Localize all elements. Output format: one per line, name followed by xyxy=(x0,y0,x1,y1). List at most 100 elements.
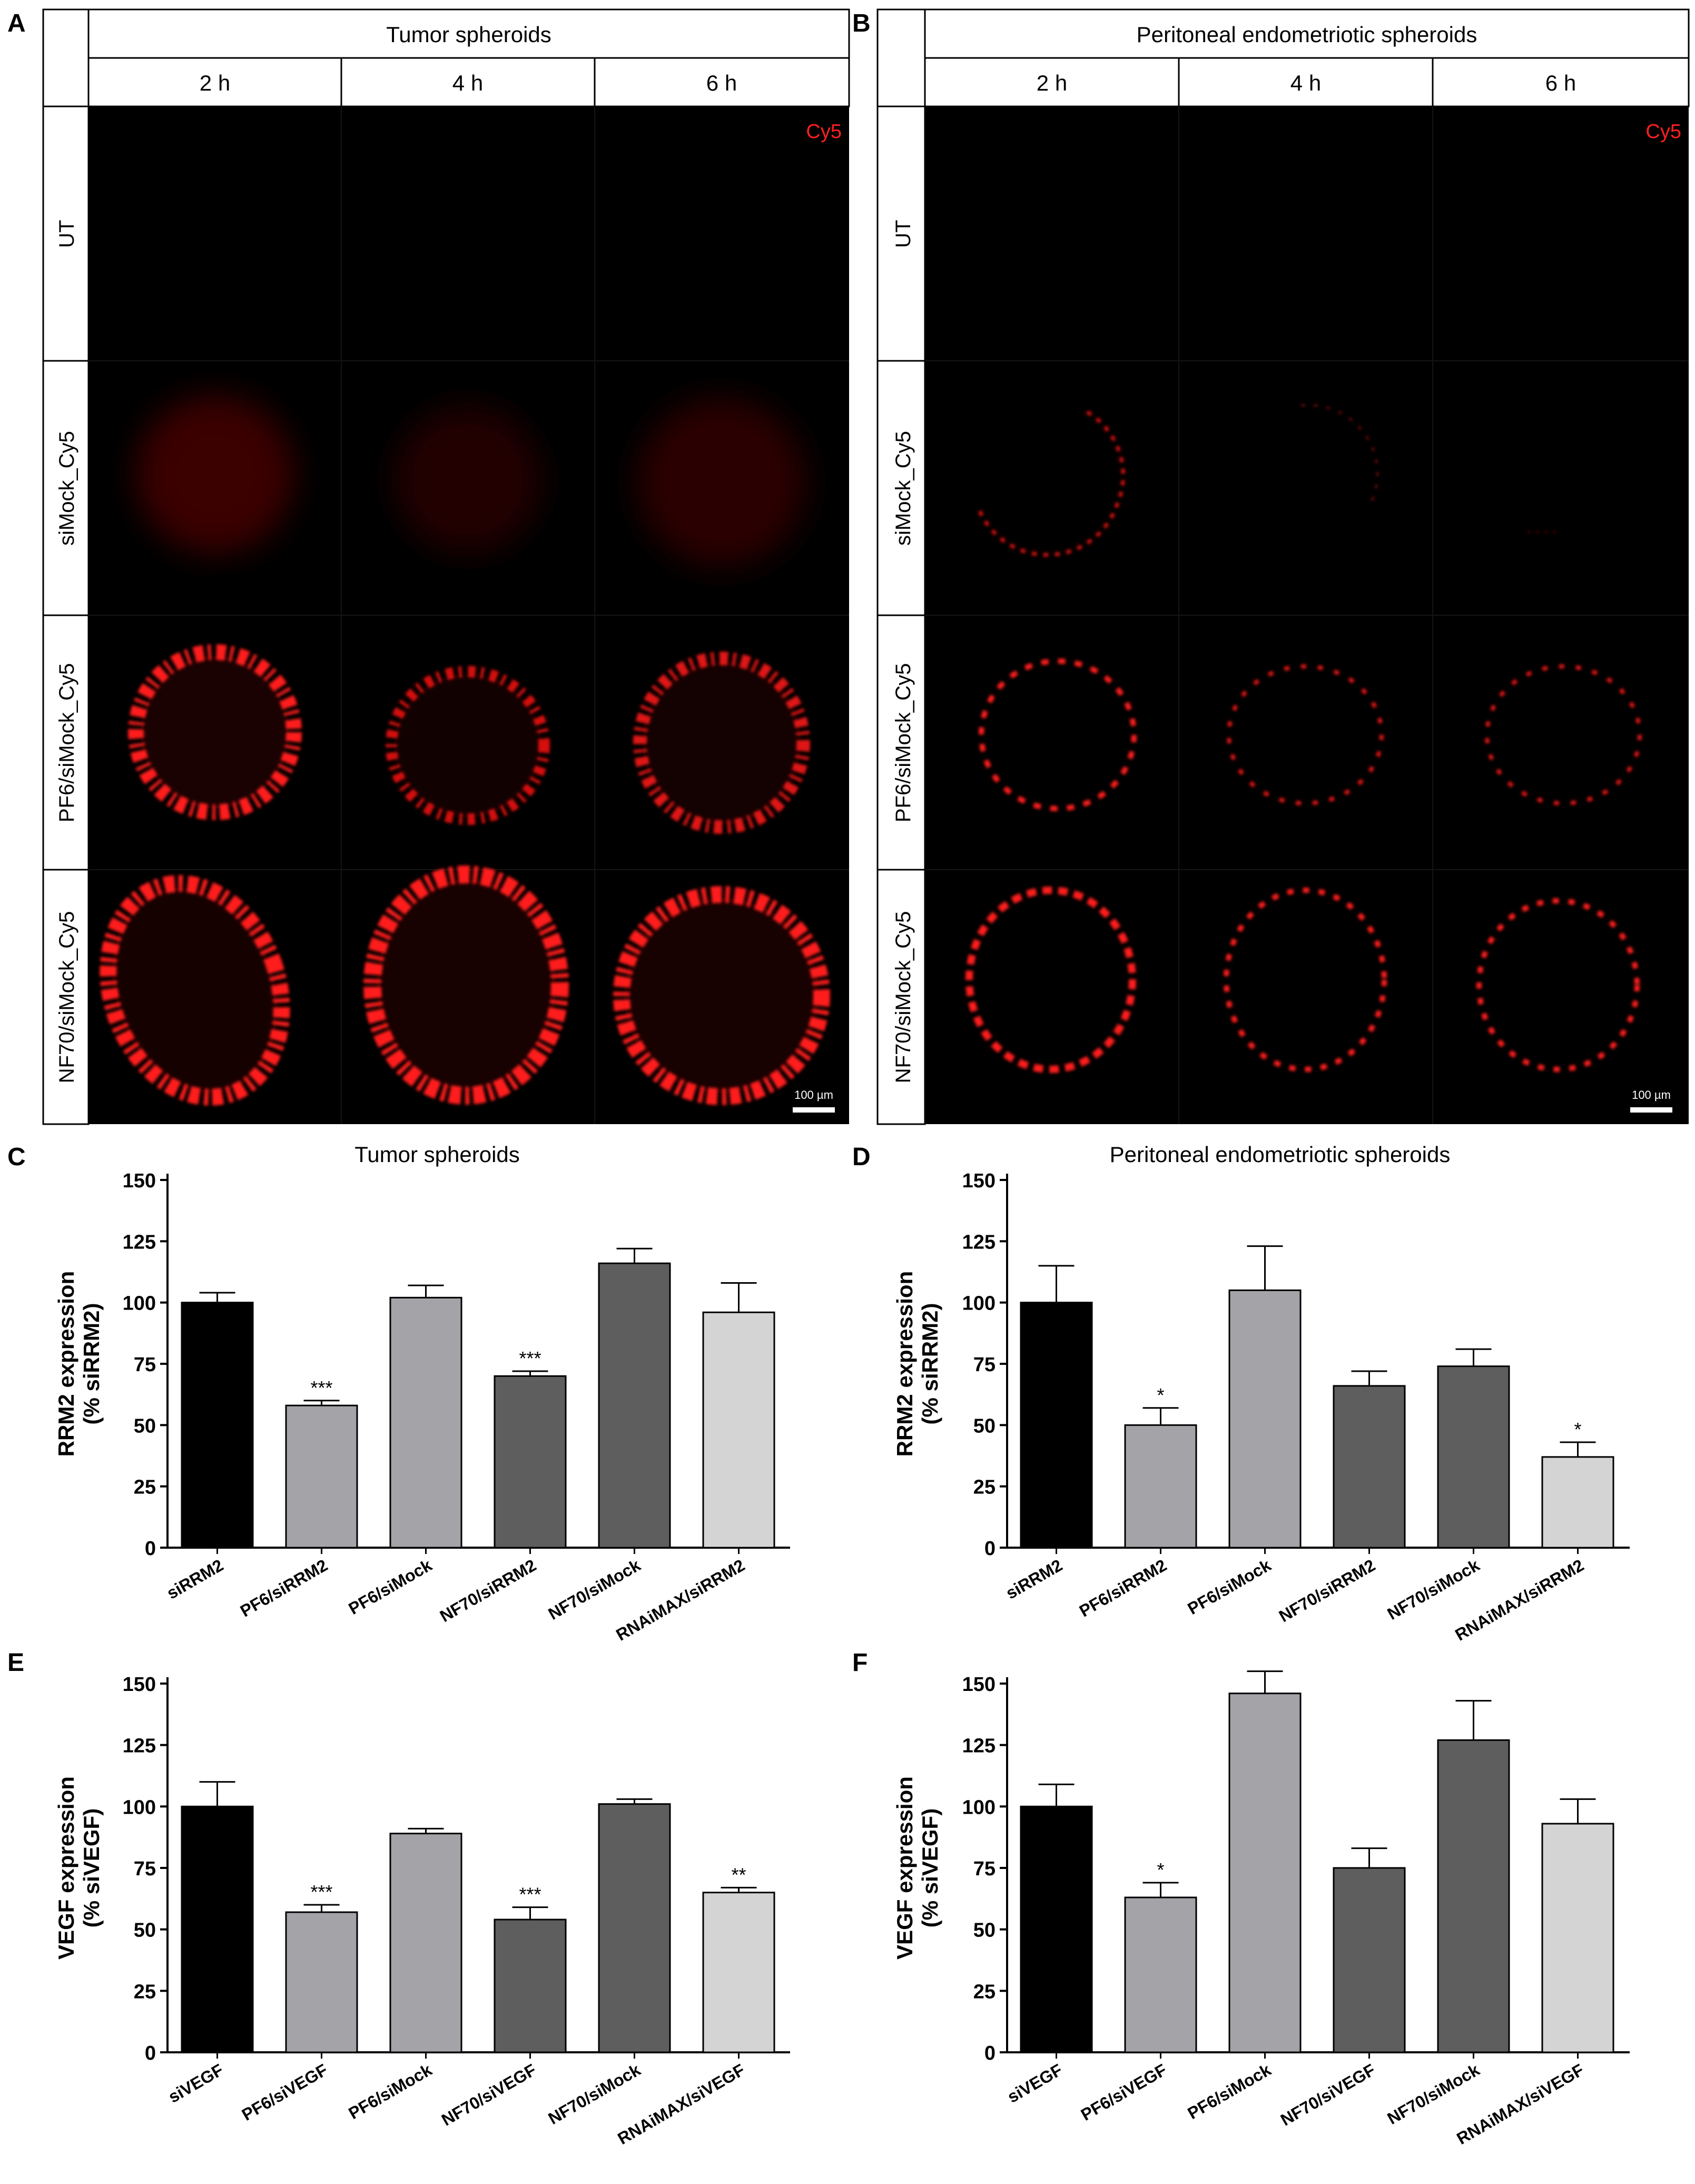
chart-e-bar xyxy=(389,1833,462,2053)
chart-d-bar xyxy=(1228,1289,1302,1549)
chart-f-ytick-label: 150 xyxy=(962,1674,996,1696)
chart-f-ytick-label: 125 xyxy=(962,1735,996,1757)
chart-c-significance: *** xyxy=(519,1347,541,1369)
chart-f-ytick-label: 25 xyxy=(973,1981,996,2003)
chart-e-bar xyxy=(598,1803,671,2053)
chart-e-significance: ** xyxy=(731,1864,746,1885)
panel-a-row-pf6: PF6/siMock_Cy5 xyxy=(55,663,78,822)
chart-f-bar xyxy=(1437,1739,1510,2053)
panel-b-col-4h: 4 h xyxy=(1290,71,1321,95)
chart-d-title: Peritoneal endometriotic spheroids xyxy=(1110,1142,1451,1167)
chart-e-category-label: PF6/siMock xyxy=(346,2060,436,2123)
panel-b-col-6h: 6 h xyxy=(1545,71,1576,95)
panel-a-channel-label: Cy5 xyxy=(806,121,842,143)
chart-f-category-label: PF6/siVEGF xyxy=(1078,2060,1170,2124)
chart-c-ytick-label: 75 xyxy=(134,1354,156,1376)
chart-d-bar xyxy=(1124,1424,1197,1549)
chart-d-ytick-label: 0 xyxy=(984,1538,996,1560)
chart-d-category-label: siRRM2 xyxy=(1002,1556,1066,1603)
chart-d-ylabel-line: (% siRRM2) xyxy=(918,1303,942,1424)
chart-e-ytick-label: 25 xyxy=(134,1981,156,2003)
chart-f-ytick-label: 50 xyxy=(973,1920,996,1942)
chart-c-ytick-label: 50 xyxy=(134,1415,156,1437)
panel-b-row-simock: siMock_Cy5 xyxy=(892,431,915,546)
chart-f-ytick-label: 75 xyxy=(973,1858,996,1880)
panel-b-row-ut: UT xyxy=(892,220,915,248)
panel-b: B Peritoneal endometriotic spheroids 2 h… xyxy=(852,8,1690,1125)
chart-c-category-label: NF70/siMock xyxy=(545,1556,644,1624)
chart-e-ytick-label: 150 xyxy=(123,1674,156,1696)
chart-c-bar xyxy=(702,1311,775,1549)
panel-a-row-ut: UT xyxy=(55,220,78,248)
panel-b-nf70-spheroids xyxy=(965,887,1640,1073)
chart-c-category-label: NF70/siRRM2 xyxy=(437,1556,539,1626)
chart-f: VEGF expression (% siVEGF) 0 25 50 75 100 125 15… xyxy=(892,1670,1630,2148)
chart-f-ytick-label: 0 xyxy=(984,2042,996,2064)
chart-e-bar xyxy=(494,1919,567,2053)
chart-f-ylabel-line: VEGF expression xyxy=(892,1776,917,1960)
panel-a-row-nf70: NF70/siMock_Cy5 xyxy=(55,911,78,1084)
chart-d-category-label: PF6/siRRM2 xyxy=(1076,1556,1170,1621)
chart-d-ytick-label: 100 xyxy=(962,1293,996,1315)
chart-e-ytick-label: 50 xyxy=(134,1920,156,1942)
panel-b-title: Peritoneal endometriotic spheroids xyxy=(1137,22,1477,47)
chart-e-category-label: NF70/siVEGF xyxy=(438,2060,539,2130)
panel-a-row-simock: siMock_Cy5 xyxy=(55,431,78,546)
chart-d-bar xyxy=(1333,1385,1406,1549)
chart-c-bar xyxy=(285,1404,358,1549)
panel-b-row-nf70: NF70/siMock_Cy5 xyxy=(892,911,915,1084)
panel-a-simock-spheroids xyxy=(136,395,806,566)
panel-b-letter: B xyxy=(852,9,871,37)
panel-a-col-4h: 4 h xyxy=(452,71,483,95)
chart-d-bar xyxy=(1020,1302,1093,1549)
chart-c-ytick-label: 100 xyxy=(123,1293,156,1315)
panel-b-row-pf6: PF6/siMock_Cy5 xyxy=(892,663,915,822)
chart-f-bar xyxy=(1020,1805,1093,2053)
chart-d-ytick-label: 50 xyxy=(973,1415,996,1437)
chart-d-ylabel-line: RRM2 expression xyxy=(892,1271,917,1457)
chart-e-bar xyxy=(702,1892,775,2053)
chart-d-significance: * xyxy=(1574,1419,1581,1440)
panel-a-col-6h: 6 h xyxy=(706,71,737,95)
chart-f-category-label: PF6/siMock xyxy=(1185,2060,1275,2123)
chart-c: Tumor spheroids RRM2 expression (% siRRM2)… xyxy=(54,1142,790,1645)
panel-a: A Tumor spheroids 2 h 4 h 6 h UT siMock_… xyxy=(7,8,850,1125)
chart-c-ytick-label: 150 xyxy=(123,1170,156,1192)
panel-a-pf6-spheroids xyxy=(128,644,810,834)
chart-f-bar xyxy=(1333,1867,1406,2053)
chart-e: VEGF expression (% siVEGF) 0 25 50 75 100 125 15… xyxy=(54,1674,790,2148)
chart-e-ytick-label: 0 xyxy=(145,2042,156,2064)
chart-e-category-label: PF6/siVEGF xyxy=(239,2060,331,2124)
chart-f-ylabel-line: (% siVEGF) xyxy=(918,1808,942,1927)
panel-b-scale-label: 100 µm xyxy=(1632,1088,1671,1101)
chart-e-ytick-label: 100 xyxy=(123,1796,156,1818)
chart-d-bar xyxy=(1437,1365,1510,1549)
chart-e-bar xyxy=(285,1911,358,2053)
chart-c-bar xyxy=(181,1302,254,1549)
panel-b-scale-bar xyxy=(1630,1107,1672,1113)
panel-b-channel-label: Cy5 xyxy=(1645,121,1681,143)
chart-d-significance: * xyxy=(1157,1384,1164,1406)
chart-c-significance: *** xyxy=(310,1377,332,1399)
panel-a-nf70-spheroids xyxy=(100,865,830,1106)
panel-f-letter: F xyxy=(852,1649,868,1677)
panel-c-letter: C xyxy=(7,1143,26,1171)
panel-a-col-2h: 2 h xyxy=(200,71,230,95)
chart-f-bar xyxy=(1228,1693,1302,2053)
chart-f-bar xyxy=(1124,1896,1197,2053)
chart-f-bar xyxy=(1541,1823,1614,2053)
chart-d-ytick-label: 150 xyxy=(962,1170,996,1192)
chart-c-category-label: PF6/siRRM2 xyxy=(237,1556,331,1621)
chart-c-ytick-label: 0 xyxy=(145,1538,156,1560)
chart-d-category-label: PF6/siMock xyxy=(1185,1556,1275,1618)
chart-c-ylabel-line: (% siRRM2) xyxy=(79,1303,104,1424)
chart-c-bar xyxy=(389,1296,462,1549)
panel-d-letter: D xyxy=(852,1143,871,1171)
panel-a-scale-bar xyxy=(793,1107,835,1113)
panel-b-col-2h: 2 h xyxy=(1037,71,1067,95)
panel-a-letter: A xyxy=(7,9,26,37)
panel-a-title: Tumor spheroids xyxy=(386,22,551,47)
chart-c-ytick-label: 125 xyxy=(123,1231,156,1253)
chart-c-bar xyxy=(494,1375,567,1549)
